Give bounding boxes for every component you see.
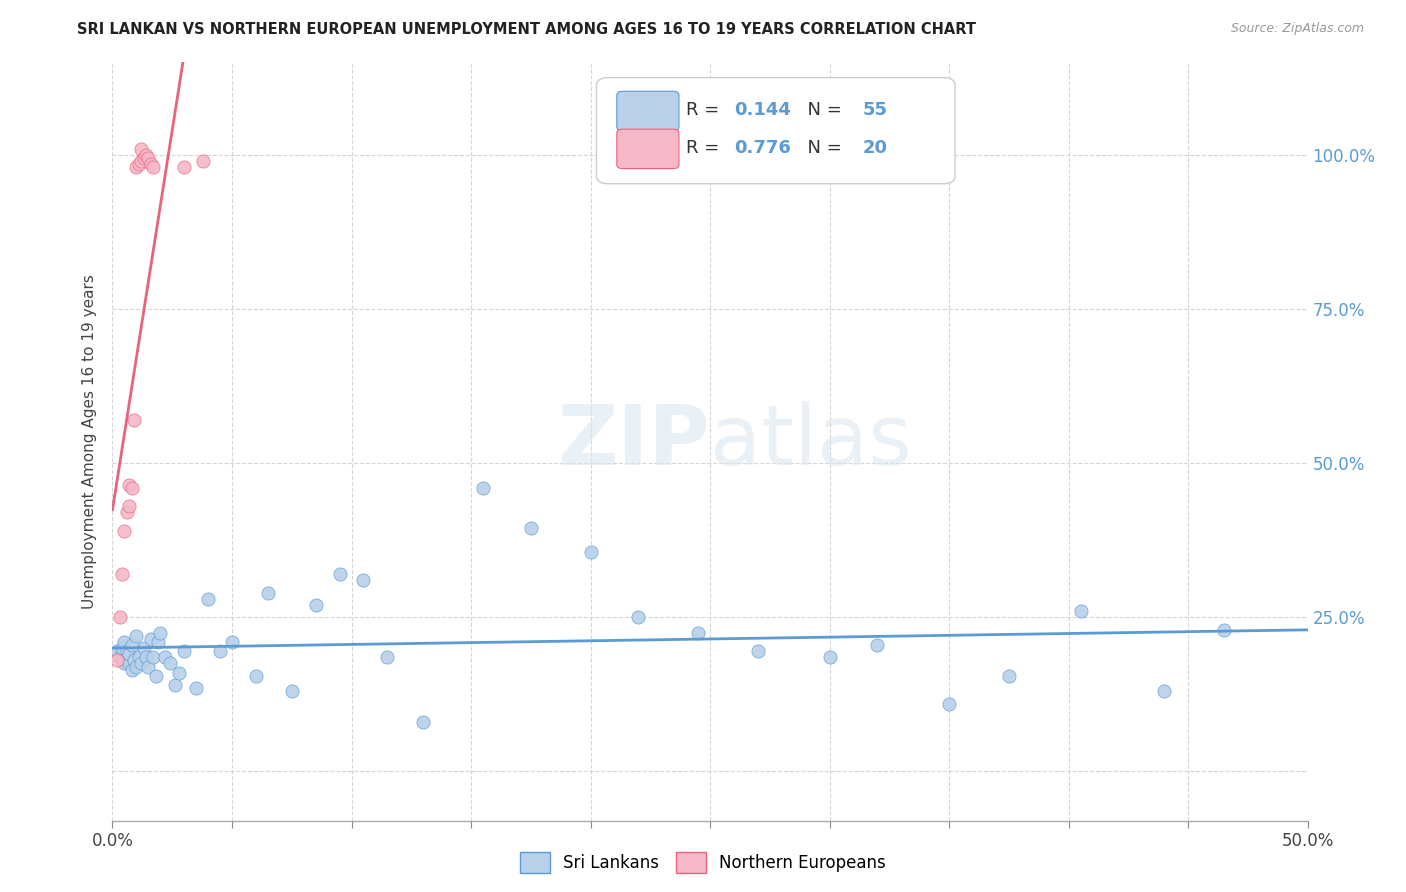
Y-axis label: Unemployment Among Ages 16 to 19 years: Unemployment Among Ages 16 to 19 years xyxy=(82,274,97,609)
Point xyxy=(129,154,152,169)
Legend: Sri Lankans, Northern Europeans: Sri Lankans, Northern Europeans xyxy=(513,846,893,880)
Point xyxy=(139,157,162,171)
Point xyxy=(520,521,543,535)
Point xyxy=(747,644,769,658)
Point xyxy=(146,635,169,649)
Point xyxy=(866,638,889,652)
Point xyxy=(125,160,148,174)
Point xyxy=(118,647,141,661)
Point xyxy=(305,598,328,612)
Point xyxy=(139,632,162,646)
Point xyxy=(108,610,131,624)
Point xyxy=(377,650,399,665)
Point xyxy=(122,413,145,427)
Text: R =: R = xyxy=(686,101,725,120)
Point xyxy=(122,653,145,667)
Point xyxy=(121,481,143,495)
Point xyxy=(142,650,165,665)
Point xyxy=(142,160,165,174)
Text: Source: ZipAtlas.com: Source: ZipAtlas.com xyxy=(1230,22,1364,36)
Point xyxy=(135,650,157,665)
Point xyxy=(118,477,141,491)
Point xyxy=(1213,623,1236,637)
Point xyxy=(108,650,131,665)
Point xyxy=(105,653,128,667)
Text: SRI LANKAN VS NORTHERN EUROPEAN UNEMPLOYMENT AMONG AGES 16 TO 19 YEARS CORRELATI: SRI LANKAN VS NORTHERN EUROPEAN UNEMPLOY… xyxy=(77,22,976,37)
Point xyxy=(128,650,150,665)
Point xyxy=(1070,604,1092,618)
Point xyxy=(153,650,176,665)
Text: 20: 20 xyxy=(863,139,889,157)
Point xyxy=(627,610,650,624)
Point xyxy=(329,567,352,582)
Text: ZIP: ZIP xyxy=(558,401,710,482)
Point xyxy=(245,669,267,683)
Point xyxy=(129,142,152,156)
Point xyxy=(138,659,160,673)
Point xyxy=(114,657,135,671)
Point xyxy=(173,160,195,174)
Point xyxy=(818,650,841,665)
Point xyxy=(105,644,128,658)
Point xyxy=(138,151,160,165)
Text: atlas: atlas xyxy=(710,401,911,482)
Point xyxy=(163,678,186,692)
Point xyxy=(125,629,148,643)
FancyBboxPatch shape xyxy=(596,78,955,184)
Point xyxy=(173,644,195,658)
Point xyxy=(281,684,304,698)
Text: 0.144: 0.144 xyxy=(734,101,790,120)
FancyBboxPatch shape xyxy=(617,129,679,169)
Point xyxy=(257,585,280,599)
Point xyxy=(145,669,167,683)
Point xyxy=(129,657,152,671)
Point xyxy=(688,625,710,640)
Point xyxy=(111,641,134,656)
Point xyxy=(472,481,495,495)
Point xyxy=(149,625,172,640)
Point xyxy=(115,644,138,658)
Point xyxy=(938,697,960,711)
Point xyxy=(197,591,219,606)
Point xyxy=(115,505,138,519)
Point xyxy=(115,650,138,665)
Point xyxy=(125,659,148,673)
Point xyxy=(352,573,374,587)
Point xyxy=(114,524,135,538)
Point xyxy=(169,665,191,680)
Point xyxy=(186,681,208,695)
Point xyxy=(209,644,232,658)
Point xyxy=(111,567,134,582)
Point xyxy=(193,154,215,169)
Point xyxy=(121,663,143,677)
Point xyxy=(412,714,434,729)
Point xyxy=(111,653,134,667)
Point xyxy=(579,545,602,559)
Point xyxy=(998,669,1021,683)
Text: N =: N = xyxy=(796,139,848,157)
Text: 55: 55 xyxy=(863,101,889,120)
Point xyxy=(132,151,155,165)
Point xyxy=(128,157,150,171)
Point xyxy=(135,148,157,162)
Point xyxy=(1153,684,1175,698)
Text: N =: N = xyxy=(796,101,848,120)
Point xyxy=(121,638,143,652)
Text: 0.776: 0.776 xyxy=(734,139,790,157)
Point xyxy=(118,500,141,514)
Point xyxy=(132,641,155,656)
FancyBboxPatch shape xyxy=(617,91,679,130)
Point xyxy=(118,657,141,671)
Point xyxy=(221,635,243,649)
Point xyxy=(114,635,135,649)
Text: R =: R = xyxy=(686,139,725,157)
Point xyxy=(159,657,181,671)
